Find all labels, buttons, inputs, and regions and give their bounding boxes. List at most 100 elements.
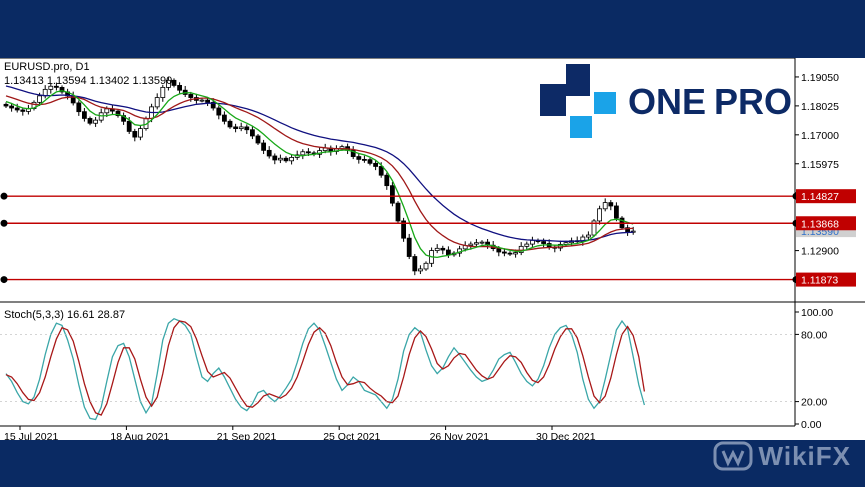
candle-body xyxy=(277,157,283,161)
candle-body xyxy=(59,86,65,93)
candle-body xyxy=(445,249,451,256)
level-dot-left xyxy=(0,276,8,284)
candle-body xyxy=(373,162,379,167)
stoch-tick-label: 20.00 xyxy=(801,397,827,409)
candle-body xyxy=(395,202,401,222)
ma-mid-line xyxy=(5,95,634,251)
candle-body xyxy=(501,251,507,254)
candle-body xyxy=(3,103,9,107)
candle-body xyxy=(412,256,418,272)
candle-body xyxy=(165,79,171,88)
candle-body xyxy=(518,245,524,253)
time-tick-label: 15 Jul 2021 xyxy=(4,431,58,440)
candle-body xyxy=(188,94,194,98)
candle-body xyxy=(261,142,267,151)
candle-body xyxy=(473,242,479,245)
candle-body xyxy=(9,105,15,109)
candle-body xyxy=(417,268,423,272)
price-tick-label: 1.17000 xyxy=(801,130,839,142)
candle-body xyxy=(440,247,446,251)
candle-body xyxy=(104,108,110,114)
wikifx-text: WikiFX xyxy=(758,440,851,471)
candle-body xyxy=(389,185,395,204)
candle-body xyxy=(171,79,177,86)
candle-body xyxy=(244,126,250,131)
level-price-label: 1.14827 xyxy=(801,191,839,203)
price-tick-label: 1.12900 xyxy=(801,246,839,258)
candle-body xyxy=(289,157,295,162)
stoch-tick-label: 80.00 xyxy=(801,329,827,341)
chart-svg: 1.190501.180251.170001.159751.149501.139… xyxy=(0,58,865,440)
time-tick-label: 30 Dec 2021 xyxy=(536,431,596,440)
candle-body xyxy=(479,241,485,244)
candle-body xyxy=(37,95,42,103)
candle-body xyxy=(378,166,384,176)
candle-body xyxy=(384,174,390,187)
candle-body xyxy=(82,111,87,119)
candle-body xyxy=(597,208,602,222)
candle-body xyxy=(93,119,98,124)
candle-body xyxy=(76,102,82,113)
candle-body xyxy=(591,220,597,236)
candle-body xyxy=(468,243,474,246)
candle-body xyxy=(272,155,278,161)
candle-body xyxy=(513,252,518,255)
logo-blue-left xyxy=(570,116,592,138)
logo-navy-block xyxy=(566,64,590,96)
axes: 1.190501.180251.170001.159751.149501.139… xyxy=(4,72,856,440)
candle-body xyxy=(160,86,166,98)
time-tick-label: 21 Sep 2021 xyxy=(217,431,277,440)
candle-body xyxy=(221,114,227,122)
wikifx-watermark: WikiFX xyxy=(713,439,851,473)
candle-body xyxy=(586,234,591,238)
candle-body xyxy=(524,243,530,247)
candle-body xyxy=(177,85,183,91)
ohlc-label: 1.13413 1.13594 1.13402 1.13590 xyxy=(4,75,172,87)
stoch-pane xyxy=(0,317,795,421)
candle-body xyxy=(406,237,412,257)
candle-body xyxy=(154,97,160,108)
candle-body xyxy=(87,118,93,124)
candle-body xyxy=(14,107,20,111)
candle-body xyxy=(350,149,356,157)
onepro-logo: ONE PRO xyxy=(540,64,792,138)
level-dot-left xyxy=(0,219,8,227)
candle-body xyxy=(423,262,429,270)
candle-body xyxy=(137,128,143,138)
candle-body xyxy=(126,120,132,132)
candle-body xyxy=(283,157,289,162)
stoch-main-line xyxy=(5,317,646,421)
logo-blue-top xyxy=(594,92,616,114)
candle-body xyxy=(249,129,255,137)
chart-area: 1.190501.180251.170001.159751.149501.139… xyxy=(0,58,865,440)
candle-body xyxy=(614,205,619,219)
candle-body xyxy=(115,110,121,117)
candle-body xyxy=(356,156,362,160)
candle-body xyxy=(48,85,54,90)
candle-body xyxy=(233,126,239,130)
candle-body xyxy=(238,126,244,130)
candle-body xyxy=(367,159,373,164)
candle-body xyxy=(205,99,211,103)
logo-text-pro: PRO xyxy=(714,81,792,122)
price-pane xyxy=(0,76,800,284)
level-price-tag xyxy=(796,216,856,231)
level-price-tag xyxy=(796,189,856,204)
level-price-tag xyxy=(796,272,856,287)
time-tick-label: 18 Aug 2021 xyxy=(110,431,169,440)
price-tick-label: 1.19050 xyxy=(801,72,839,84)
candle-body xyxy=(54,85,59,88)
candle-body xyxy=(541,241,546,244)
candle-body xyxy=(20,109,26,112)
candle-body xyxy=(210,101,216,109)
stoch-signal-line xyxy=(5,320,646,416)
ma-slow-line xyxy=(5,85,634,242)
candle-body xyxy=(305,151,311,154)
candle-body xyxy=(361,158,367,161)
candle-body xyxy=(132,131,138,138)
candle-body xyxy=(227,120,233,128)
candle-body xyxy=(300,151,306,156)
price-tick-label: 1.15975 xyxy=(801,159,839,171)
candle-body xyxy=(434,247,440,251)
